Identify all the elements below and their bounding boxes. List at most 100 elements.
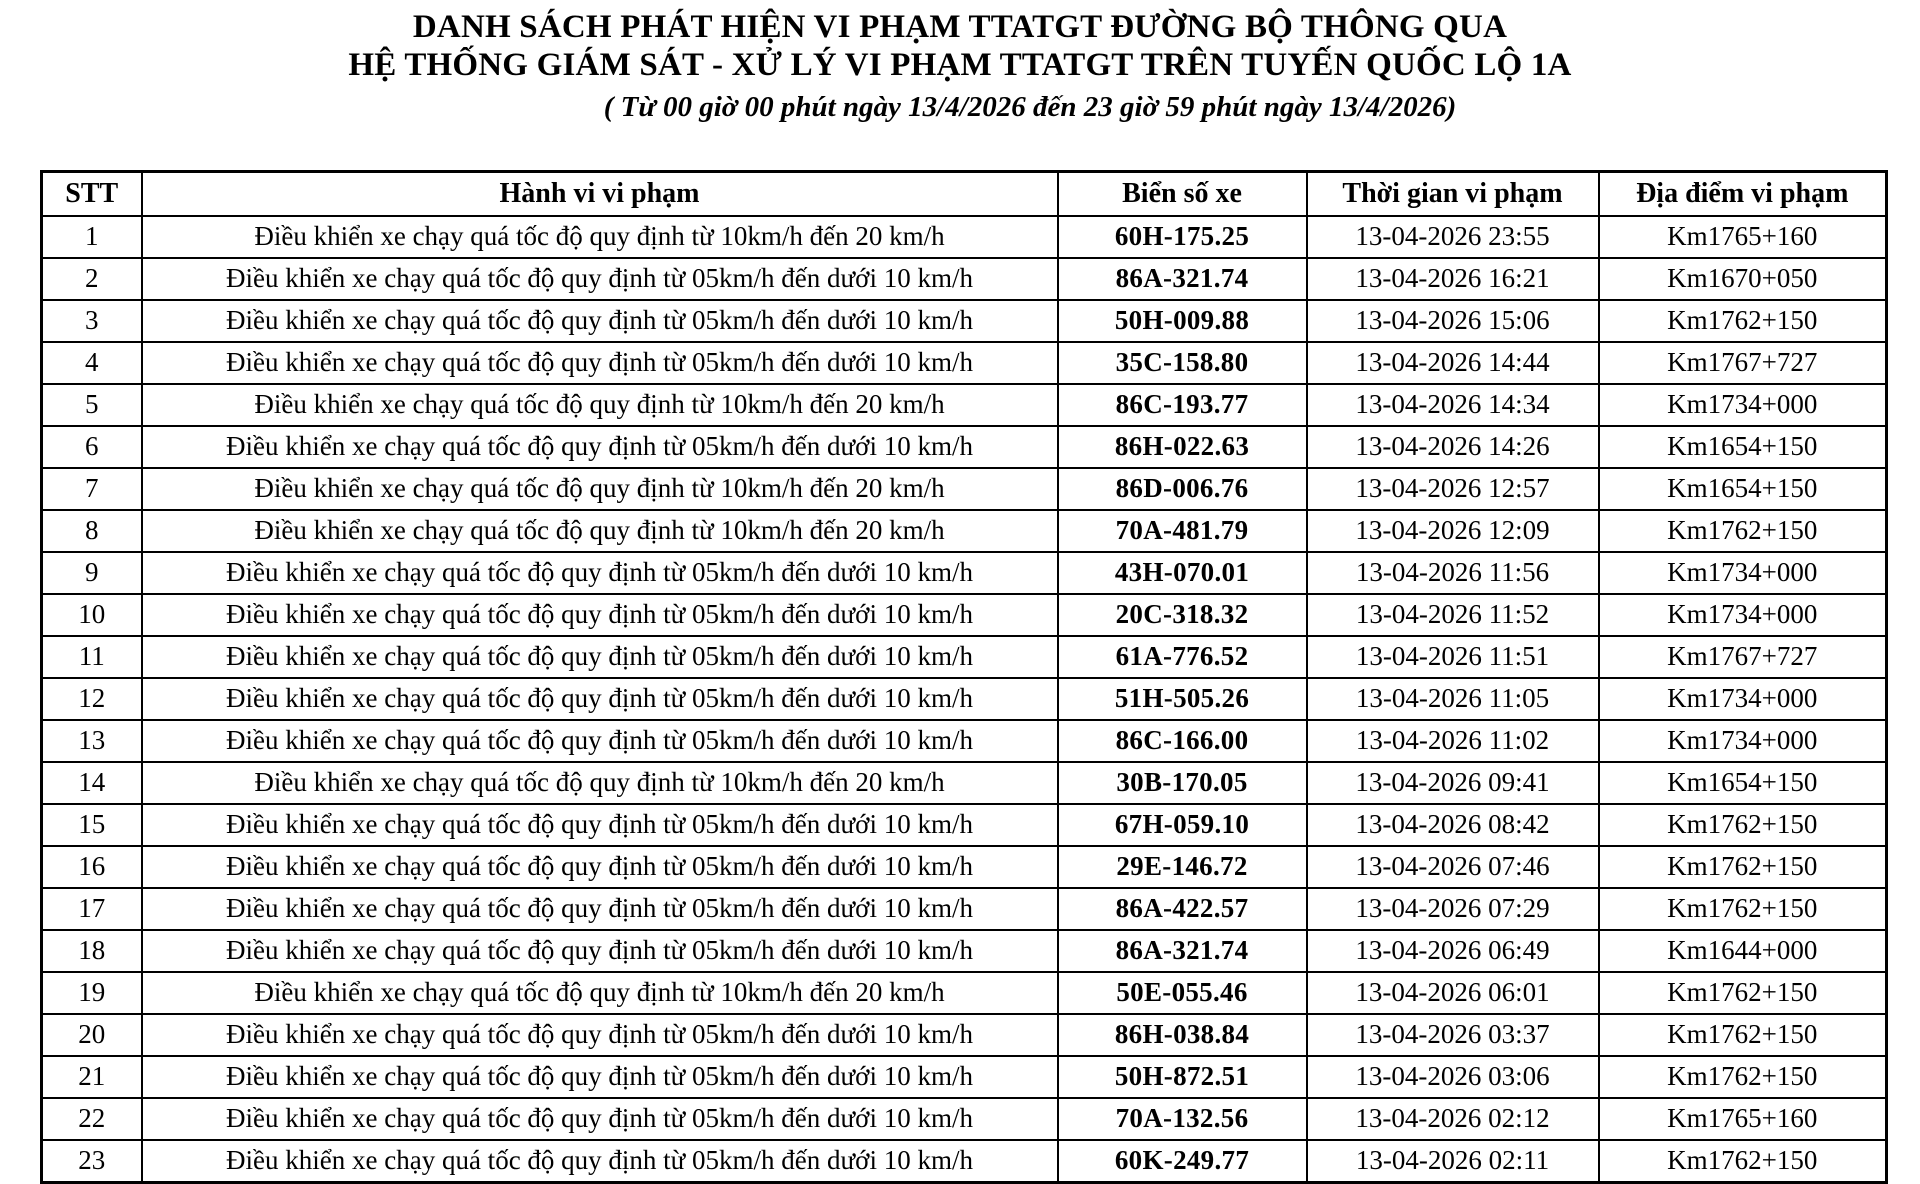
header-time: Thời gian vi phạm <box>1305 170 1600 217</box>
table-row: 20 Điều khiển xe chạy quá tốc độ quy định… <box>40 1013 1888 1057</box>
plate-cell: 60K-249.77 <box>1056 1139 1308 1184</box>
violation-cell: Điều khiển xe chạy quá tốc độ quy định t… <box>140 635 1059 679</box>
row-number-cell: 20 <box>40 1013 143 1057</box>
table-row: 22 Điều khiển xe chạy quá tốc độ quy định… <box>40 1097 1888 1141</box>
violation-cell: Điều khiển xe chạy quá tốc độ quy định t… <box>140 257 1059 301</box>
plate-cell: 86C-193.77 <box>1056 383 1308 427</box>
row-number-cell: 4 <box>40 341 143 385</box>
time-cell: 13-04-2026 14:34 <box>1305 383 1600 427</box>
location-cell: Km1762+150 <box>1597 803 1888 847</box>
time-cell: 13-04-2026 03:06 <box>1305 1055 1600 1099</box>
location-cell: Km1734+000 <box>1597 719 1888 763</box>
location-cell: Km1767+727 <box>1597 341 1888 385</box>
violation-cell: Điều khiển xe chạy quá tốc độ quy định t… <box>140 929 1059 973</box>
time-cell: 13-04-2026 08:42 <box>1305 803 1600 847</box>
table-row: 14 Điều khiển xe chạy quá tốc độ quy định… <box>40 761 1888 805</box>
table-row: 1 Điều khiển xe chạy quá tốc độ quy định … <box>40 215 1888 259</box>
row-number-cell: 1 <box>40 215 143 259</box>
table-row: 15 Điều khiển xe chạy quá tốc độ quy định… <box>40 803 1888 847</box>
table-row: 4 Điều khiển xe chạy quá tốc độ quy định … <box>40 341 1888 385</box>
location-cell: Km1765+160 <box>1597 215 1888 259</box>
table-row: 13 Điều khiển xe chạy quá tốc độ quy định… <box>40 719 1888 763</box>
location-cell: Km1654+150 <box>1597 761 1888 805</box>
time-cell: 13-04-2026 09:41 <box>1305 761 1600 805</box>
table-row: 18 Điều khiển xe chạy quá tốc độ quy định… <box>40 929 1888 973</box>
time-cell: 13-04-2026 14:44 <box>1305 341 1600 385</box>
table-row: 6 Điều khiển xe chạy quá tốc độ quy định … <box>40 425 1888 469</box>
violation-cell: Điều khiển xe chạy quá tốc độ quy định t… <box>140 1139 1059 1184</box>
location-cell: Km1734+000 <box>1597 551 1888 595</box>
time-cell: 13-04-2026 12:57 <box>1305 467 1600 511</box>
time-cell: 13-04-2026 12:09 <box>1305 509 1600 553</box>
location-cell: Km1734+000 <box>1597 677 1888 721</box>
table-header-row: STT Hành vi vi phạm Biển số xe Thời gian… <box>40 170 1888 217</box>
time-cell: 13-04-2026 02:12 <box>1305 1097 1600 1141</box>
time-cell: 13-04-2026 07:29 <box>1305 887 1600 931</box>
plate-cell: 70A-481.79 <box>1056 509 1308 553</box>
violation-cell: Điều khiển xe chạy quá tốc độ quy định t… <box>140 341 1059 385</box>
time-cell: 13-04-2026 11:02 <box>1305 719 1600 763</box>
location-cell: Km1762+150 <box>1597 509 1888 553</box>
plate-cell: 30B-170.05 <box>1056 761 1308 805</box>
plate-cell: 61A-776.52 <box>1056 635 1308 679</box>
violation-cell: Điều khiển xe chạy quá tốc độ quy định t… <box>140 1055 1059 1099</box>
plate-cell: 20C-318.32 <box>1056 593 1308 637</box>
plate-cell: 51H-505.26 <box>1056 677 1308 721</box>
plate-cell: 50H-009.88 <box>1056 299 1308 343</box>
table-row: 7 Điều khiển xe chạy quá tốc độ quy định … <box>40 467 1888 511</box>
row-number-cell: 23 <box>40 1139 143 1184</box>
location-cell: Km1765+160 <box>1597 1097 1888 1141</box>
plate-cell: 67H-059.10 <box>1056 803 1308 847</box>
plate-cell: 43H-070.01 <box>1056 551 1308 595</box>
row-number-cell: 10 <box>40 593 143 637</box>
violation-cell: Điều khiển xe chạy quá tốc độ quy định t… <box>140 719 1059 763</box>
violation-cell: Điều khiển xe chạy quá tốc độ quy định t… <box>140 1097 1059 1141</box>
time-cell: 13-04-2026 16:21 <box>1305 257 1600 301</box>
plate-cell: 86A-422.57 <box>1056 887 1308 931</box>
time-cell: 13-04-2026 11:05 <box>1305 677 1600 721</box>
violation-cell: Điều khiển xe chạy quá tốc độ quy định t… <box>140 551 1059 595</box>
table-row: 16 Điều khiển xe chạy quá tốc độ quy định… <box>40 845 1888 889</box>
location-cell: Km1644+000 <box>1597 929 1888 973</box>
table-row: 11 Điều khiển xe chạy quá tốc độ quy định… <box>40 635 1888 679</box>
header-stt: STT <box>40 170 143 217</box>
violation-cell: Điều khiển xe chạy quá tốc độ quy định t… <box>140 593 1059 637</box>
violation-cell: Điều khiển xe chạy quá tốc độ quy định t… <box>140 803 1059 847</box>
document-header: DANH SÁCH PHÁT HIỆN VI PHẠM TTATGT ĐƯỜNG… <box>0 0 1920 124</box>
row-number-cell: 11 <box>40 635 143 679</box>
time-cell: 13-04-2026 11:52 <box>1305 593 1600 637</box>
plate-cell: 60H-175.25 <box>1056 215 1308 259</box>
time-cell: 13-04-2026 03:37 <box>1305 1013 1600 1057</box>
table-row: 19 Điều khiển xe chạy quá tốc độ quy định… <box>40 971 1888 1015</box>
table-row: 5 Điều khiển xe chạy quá tốc độ quy định … <box>40 383 1888 427</box>
row-number-cell: 5 <box>40 383 143 427</box>
location-cell: Km1762+150 <box>1597 887 1888 931</box>
table-row: 9 Điều khiển xe chạy quá tốc độ quy định … <box>40 551 1888 595</box>
table-row: 3 Điều khiển xe chạy quá tốc độ quy định … <box>40 299 1888 343</box>
plate-cell: 86H-038.84 <box>1056 1013 1308 1057</box>
location-cell: Km1654+150 <box>1597 467 1888 511</box>
row-number-cell: 2 <box>40 257 143 301</box>
time-cell: 13-04-2026 06:49 <box>1305 929 1600 973</box>
table-row: 23 Điều khiển xe chạy quá tốc độ quy định… <box>40 1139 1888 1184</box>
row-number-cell: 16 <box>40 845 143 889</box>
header-location: Địa điểm vi phạm <box>1597 170 1888 217</box>
time-cell: 13-04-2026 02:11 <box>1305 1139 1600 1184</box>
table-row: 17 Điều khiển xe chạy quá tốc độ quy định… <box>40 887 1888 931</box>
location-cell: Km1670+050 <box>1597 257 1888 301</box>
row-number-cell: 3 <box>40 299 143 343</box>
location-cell: Km1762+150 <box>1597 971 1888 1015</box>
violation-cell: Điều khiển xe chạy quá tốc độ quy định t… <box>140 215 1059 259</box>
time-cell: 13-04-2026 06:01 <box>1305 971 1600 1015</box>
header-plate: Biển số xe <box>1056 170 1308 217</box>
location-cell: Km1654+150 <box>1597 425 1888 469</box>
row-number-cell: 15 <box>40 803 143 847</box>
location-cell: Km1767+727 <box>1597 635 1888 679</box>
location-cell: Km1734+000 <box>1597 593 1888 637</box>
violation-cell: Điều khiển xe chạy quá tốc độ quy định t… <box>140 509 1059 553</box>
plate-cell: 86H-022.63 <box>1056 425 1308 469</box>
violation-cell: Điều khiển xe chạy quá tốc độ quy định t… <box>140 467 1059 511</box>
table-row: 21 Điều khiển xe chạy quá tốc độ quy định… <box>40 1055 1888 1099</box>
row-number-cell: 18 <box>40 929 143 973</box>
